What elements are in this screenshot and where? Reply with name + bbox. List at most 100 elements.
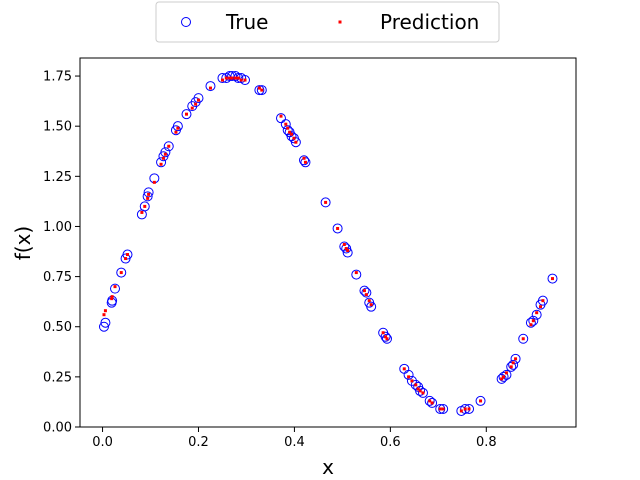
- true-point: [290, 137, 301, 148]
- prediction-point: [140, 210, 144, 214]
- true-point: [510, 353, 521, 364]
- prediction-point: [146, 196, 150, 200]
- true-point: [498, 371, 509, 382]
- prediction-point: [102, 313, 106, 317]
- prediction-point: [407, 375, 411, 379]
- prediction-point: [184, 112, 188, 116]
- prediction-point: [467, 407, 471, 411]
- prediction-point: [410, 379, 414, 383]
- true-point: [438, 403, 449, 414]
- true-point: [339, 241, 350, 252]
- true-point: [547, 273, 558, 284]
- y-tick-label: 0.75: [43, 270, 72, 285]
- true-point: [361, 287, 372, 298]
- prediction-point: [224, 76, 228, 80]
- prediction-point: [230, 76, 234, 80]
- prediction-point: [174, 130, 178, 134]
- true-point: [256, 85, 267, 96]
- prediction-point: [381, 331, 385, 335]
- prediction-point: [243, 78, 247, 82]
- true-point: [403, 369, 414, 380]
- prediction-point: [502, 375, 506, 379]
- true-point: [116, 267, 127, 278]
- prediction-point: [167, 144, 171, 148]
- prediction-point: [124, 257, 128, 261]
- true-point: [351, 269, 362, 280]
- prediction-point: [290, 132, 294, 136]
- prediction-point: [220, 78, 224, 82]
- true-point: [233, 73, 244, 84]
- true-point: [525, 317, 536, 328]
- prediction-point: [367, 299, 371, 303]
- true-point: [382, 333, 393, 344]
- prediction-point: [294, 140, 298, 144]
- true-point: [122, 249, 133, 260]
- x-axis-label: x: [322, 455, 334, 479]
- prediction-point: [369, 303, 373, 307]
- true-series: [98, 71, 558, 416]
- prediction-point: [233, 76, 237, 80]
- prediction-point: [260, 88, 264, 92]
- true-point: [172, 121, 183, 132]
- prediction-point: [521, 337, 525, 341]
- true-point: [254, 85, 265, 96]
- prediction-point: [110, 295, 114, 299]
- prediction-point: [428, 399, 432, 403]
- prediction-point: [509, 365, 513, 369]
- legend-prediction-marker: [338, 20, 342, 24]
- x-tick-label: 0.2: [188, 435, 209, 450]
- prediction-point: [279, 114, 283, 118]
- true-point: [417, 387, 428, 398]
- prediction-point: [194, 102, 198, 106]
- legend-prediction-label: Prediction: [380, 10, 479, 34]
- legend-true-marker: [181, 17, 191, 27]
- axis-ticks: 0.0 0.2 0.4 0.6 0.8 0.00 0.25 0.50 0.75 1.00 1.25 1…: [43, 70, 497, 450]
- prediction-point: [384, 335, 388, 339]
- prediction-point: [342, 243, 346, 247]
- true-point: [341, 243, 352, 254]
- prediction-point: [421, 391, 425, 395]
- prediction-point: [110, 297, 114, 301]
- prediction-point: [336, 226, 340, 230]
- true-point: [139, 201, 150, 212]
- prediction-point: [324, 200, 328, 204]
- prediction-point: [459, 409, 463, 413]
- prediction-point: [418, 389, 422, 393]
- prediction-point: [190, 106, 194, 110]
- prediction-point: [288, 130, 292, 134]
- true-point: [320, 197, 331, 208]
- prediction-point: [152, 180, 156, 184]
- prediction-point: [344, 247, 348, 251]
- legend: True Prediction: [155, 1, 500, 43]
- prediction-point: [284, 122, 288, 126]
- true-point: [280, 119, 291, 130]
- prediction-point: [286, 126, 290, 130]
- legend-true-label: True: [225, 10, 268, 34]
- true-point: [230, 71, 241, 82]
- prediction-point: [208, 86, 212, 90]
- true-point: [427, 397, 438, 408]
- prediction-point: [535, 311, 539, 315]
- x-tick-label: 0.8: [476, 435, 497, 450]
- prediction-point: [119, 271, 123, 275]
- true-point: [275, 113, 286, 124]
- x-tick-label: 0.0: [92, 435, 113, 450]
- prediction-point: [303, 160, 307, 164]
- prediction-point: [430, 401, 434, 405]
- true-point: [143, 187, 154, 198]
- true-point: [100, 317, 111, 328]
- true-point: [110, 283, 121, 294]
- true-point: [142, 191, 153, 202]
- prediction-point: [292, 136, 296, 140]
- prediction-point: [539, 305, 543, 309]
- prediction-point: [402, 367, 406, 371]
- prediction-point: [125, 253, 129, 257]
- y-axis-label: f(x): [11, 226, 35, 260]
- y-tick-label: 1.25: [43, 170, 72, 185]
- y-tick-label: 1.50: [43, 120, 72, 135]
- prediction-point: [511, 361, 515, 365]
- true-point: [359, 285, 370, 296]
- prediction-point: [113, 285, 117, 289]
- y-tick-label: 0.00: [43, 421, 72, 436]
- prediction-point: [362, 289, 366, 293]
